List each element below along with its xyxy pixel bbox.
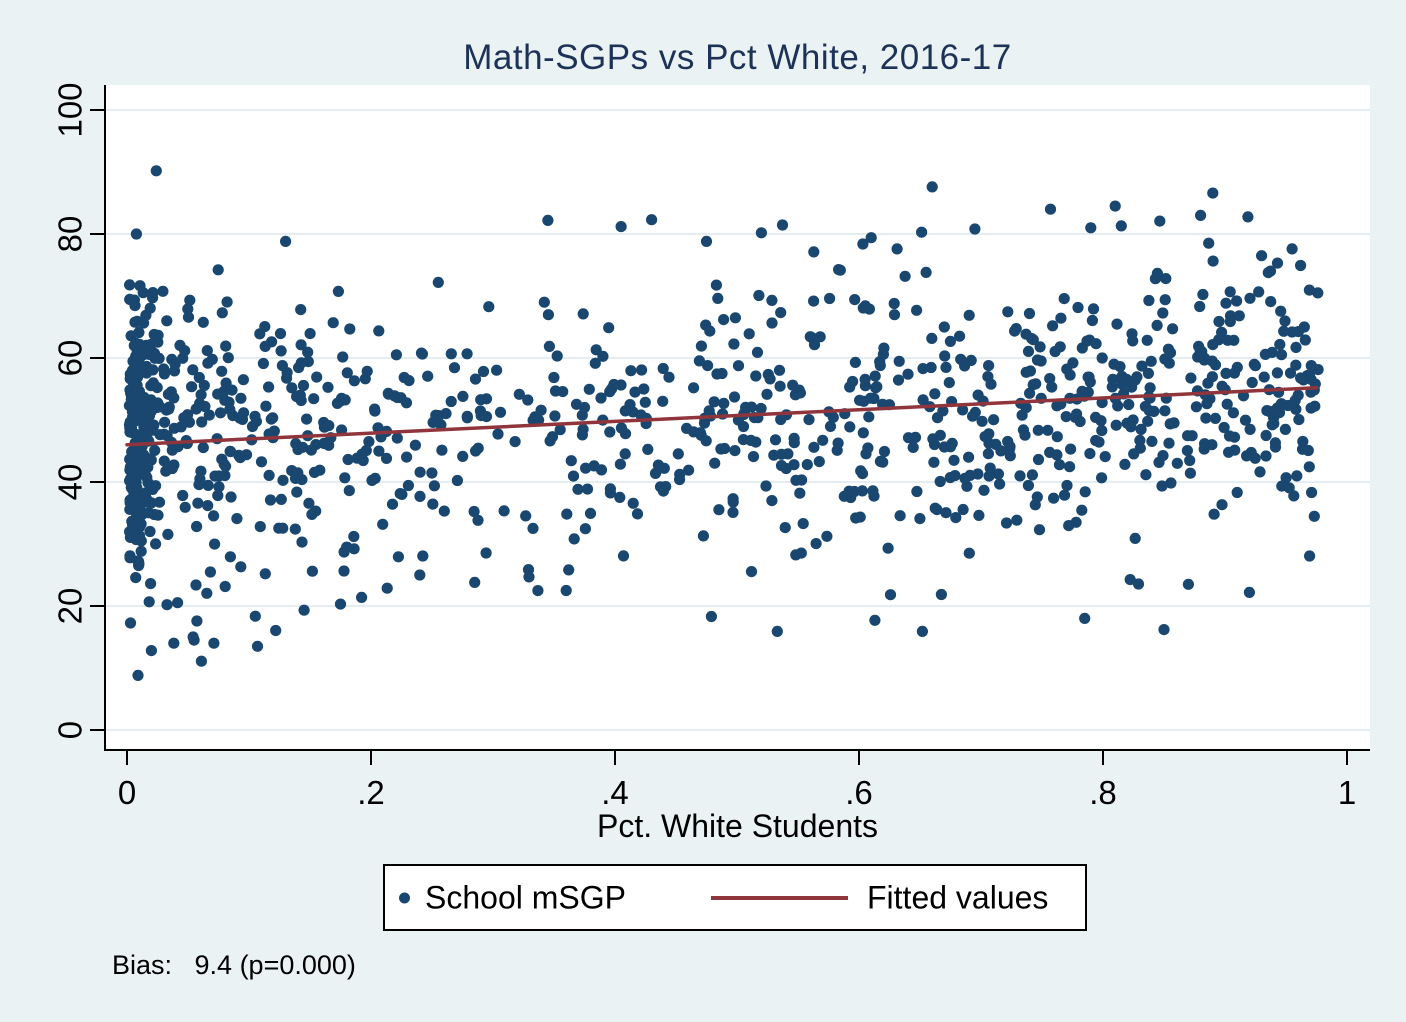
svg-text:.4: .4 — [601, 774, 629, 811]
svg-text:0: 0 — [52, 721, 89, 739]
svg-text:20: 20 — [52, 588, 89, 625]
bias-note: Bias: 9.4 (p=0.000) — [112, 950, 356, 980]
fitted-line — [125, 386, 1319, 447]
legend-label-scatter: School mSGP — [425, 879, 626, 915]
svg-text:60: 60 — [52, 340, 89, 377]
svg-text:80: 80 — [52, 216, 89, 253]
chart-title: Math-SGPs vs Pct White, 2016-17 — [463, 38, 1012, 77]
legend-label-fitted: Fitted values — [867, 879, 1049, 915]
svg-text:100: 100 — [52, 82, 89, 137]
svg-text:.6: .6 — [845, 774, 873, 811]
fitted-line-icon — [711, 895, 848, 900]
axes — [90, 85, 1370, 765]
legend: School mSGP Fitted values — [383, 864, 1087, 931]
scatter-marker-icon — [399, 892, 410, 903]
svg-text:.8: .8 — [1089, 774, 1117, 811]
svg-text:1: 1 — [1338, 774, 1356, 811]
svg-text:.2: .2 — [357, 774, 385, 811]
svg-text:40: 40 — [52, 464, 89, 501]
svg-text:0: 0 — [118, 774, 136, 811]
tick-labels: 0 20 40 60 80 100 0 .2 .4 .6 .8 1 — [52, 82, 1357, 811]
scatter-points — [123, 165, 1324, 682]
x-axis-label: Pct. White Students — [596, 808, 878, 844]
